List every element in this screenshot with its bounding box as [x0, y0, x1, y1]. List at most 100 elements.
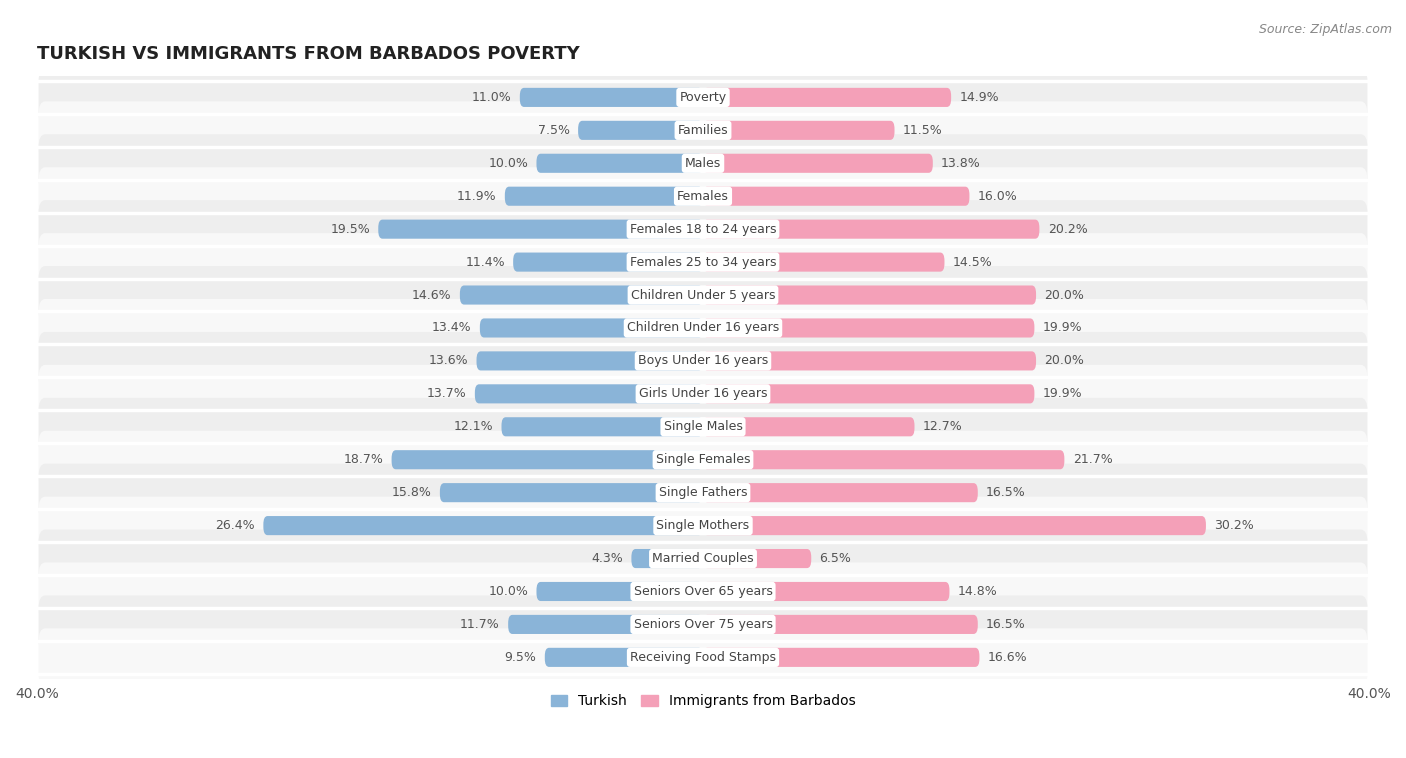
FancyBboxPatch shape [38, 464, 1368, 522]
Text: 13.4%: 13.4% [432, 321, 471, 334]
FancyBboxPatch shape [392, 450, 703, 469]
Text: Source: ZipAtlas.com: Source: ZipAtlas.com [1258, 23, 1392, 36]
Text: Boys Under 16 years: Boys Under 16 years [638, 355, 768, 368]
Text: 16.5%: 16.5% [986, 618, 1026, 631]
Text: 12.7%: 12.7% [922, 420, 963, 434]
Text: Single Fathers: Single Fathers [659, 486, 747, 500]
FancyBboxPatch shape [703, 252, 945, 271]
Text: 14.9%: 14.9% [959, 91, 1000, 104]
Text: Single Females: Single Females [655, 453, 751, 466]
Text: 15.8%: 15.8% [392, 486, 432, 500]
Text: 19.9%: 19.9% [1043, 387, 1083, 400]
Text: 7.5%: 7.5% [537, 124, 569, 137]
Text: Children Under 16 years: Children Under 16 years [627, 321, 779, 334]
Text: 18.7%: 18.7% [343, 453, 384, 466]
FancyBboxPatch shape [38, 365, 1368, 423]
Text: Females 25 to 34 years: Females 25 to 34 years [630, 255, 776, 268]
FancyBboxPatch shape [703, 450, 1064, 469]
Text: 20.2%: 20.2% [1047, 223, 1087, 236]
FancyBboxPatch shape [502, 417, 703, 437]
Text: 20.0%: 20.0% [1045, 289, 1084, 302]
FancyBboxPatch shape [703, 384, 1035, 403]
Text: Seniors Over 65 years: Seniors Over 65 years [634, 585, 772, 598]
Text: 11.4%: 11.4% [465, 255, 505, 268]
Text: Single Mothers: Single Mothers [657, 519, 749, 532]
FancyBboxPatch shape [703, 220, 1039, 239]
Text: Children Under 5 years: Children Under 5 years [631, 289, 775, 302]
FancyBboxPatch shape [378, 220, 703, 239]
Text: 13.7%: 13.7% [427, 387, 467, 400]
FancyBboxPatch shape [38, 299, 1368, 357]
FancyBboxPatch shape [703, 417, 914, 437]
FancyBboxPatch shape [38, 68, 1368, 127]
FancyBboxPatch shape [263, 516, 703, 535]
Text: 11.9%: 11.9% [457, 190, 496, 202]
FancyBboxPatch shape [38, 530, 1368, 587]
FancyBboxPatch shape [703, 121, 894, 140]
FancyBboxPatch shape [505, 186, 703, 205]
FancyBboxPatch shape [537, 582, 703, 601]
FancyBboxPatch shape [703, 186, 970, 205]
FancyBboxPatch shape [38, 266, 1368, 324]
FancyBboxPatch shape [703, 88, 950, 107]
Text: TURKISH VS IMMIGRANTS FROM BARBADOS POVERTY: TURKISH VS IMMIGRANTS FROM BARBADOS POVE… [37, 45, 579, 64]
Text: 12.1%: 12.1% [454, 420, 494, 434]
FancyBboxPatch shape [38, 332, 1368, 390]
FancyBboxPatch shape [703, 286, 1036, 305]
Text: 9.5%: 9.5% [505, 651, 537, 664]
FancyBboxPatch shape [537, 154, 703, 173]
Text: Married Couples: Married Couples [652, 552, 754, 565]
FancyBboxPatch shape [631, 549, 703, 568]
FancyBboxPatch shape [544, 648, 703, 667]
Text: Families: Families [678, 124, 728, 137]
Text: Poverty: Poverty [679, 91, 727, 104]
Text: Receiving Food Stamps: Receiving Food Stamps [630, 651, 776, 664]
FancyBboxPatch shape [703, 615, 977, 634]
Text: 4.3%: 4.3% [592, 552, 623, 565]
FancyBboxPatch shape [38, 233, 1368, 291]
Text: 30.2%: 30.2% [1215, 519, 1254, 532]
FancyBboxPatch shape [38, 102, 1368, 159]
FancyBboxPatch shape [38, 628, 1368, 686]
FancyBboxPatch shape [38, 431, 1368, 489]
Text: 6.5%: 6.5% [820, 552, 852, 565]
Legend: Turkish, Immigrants from Barbados: Turkish, Immigrants from Barbados [546, 689, 860, 714]
Text: Seniors Over 75 years: Seniors Over 75 years [634, 618, 772, 631]
Text: 20.0%: 20.0% [1045, 355, 1084, 368]
Text: 26.4%: 26.4% [215, 519, 254, 532]
FancyBboxPatch shape [38, 168, 1368, 225]
Text: Girls Under 16 years: Girls Under 16 years [638, 387, 768, 400]
FancyBboxPatch shape [703, 516, 1206, 535]
FancyBboxPatch shape [513, 252, 703, 271]
Text: 16.6%: 16.6% [988, 651, 1028, 664]
Text: 13.6%: 13.6% [429, 355, 468, 368]
FancyBboxPatch shape [477, 352, 703, 371]
Text: 10.0%: 10.0% [488, 157, 529, 170]
FancyBboxPatch shape [703, 582, 949, 601]
FancyBboxPatch shape [440, 483, 703, 503]
Text: Males: Males [685, 157, 721, 170]
FancyBboxPatch shape [38, 496, 1368, 555]
Text: 16.0%: 16.0% [977, 190, 1018, 202]
Text: 10.0%: 10.0% [488, 585, 529, 598]
FancyBboxPatch shape [520, 88, 703, 107]
Text: 14.8%: 14.8% [957, 585, 997, 598]
Text: 11.0%: 11.0% [472, 91, 512, 104]
FancyBboxPatch shape [703, 154, 932, 173]
Text: Single Males: Single Males [664, 420, 742, 434]
FancyBboxPatch shape [38, 134, 1368, 193]
Text: 11.7%: 11.7% [460, 618, 499, 631]
FancyBboxPatch shape [38, 562, 1368, 621]
Text: 19.9%: 19.9% [1043, 321, 1083, 334]
FancyBboxPatch shape [703, 549, 811, 568]
Text: 13.8%: 13.8% [941, 157, 981, 170]
Text: 11.5%: 11.5% [903, 124, 942, 137]
FancyBboxPatch shape [703, 352, 1036, 371]
FancyBboxPatch shape [508, 615, 703, 634]
FancyBboxPatch shape [38, 200, 1368, 258]
Text: 14.6%: 14.6% [412, 289, 451, 302]
FancyBboxPatch shape [479, 318, 703, 337]
FancyBboxPatch shape [703, 483, 977, 503]
FancyBboxPatch shape [460, 286, 703, 305]
Text: Females: Females [678, 190, 728, 202]
